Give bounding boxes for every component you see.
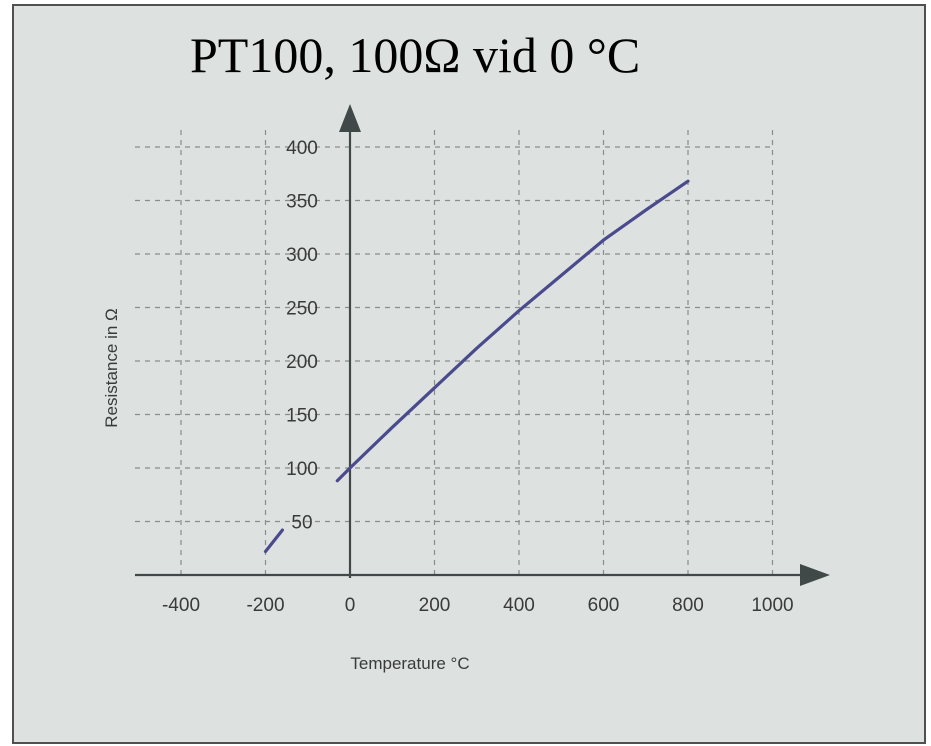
x-tick-label: 200 [419,595,451,616]
y-tick-label: 400 [286,138,318,159]
y-tick-label: 100 [286,459,318,480]
x-tick-label: 600 [588,595,620,616]
series-line [263,528,284,554]
series-line [335,179,690,483]
x-axis-label: Temperature °C [350,654,469,673]
axes [135,104,830,586]
y-tick-label: 200 [286,352,318,373]
data-lines [263,179,690,554]
x-tick-label: 1000 [751,595,793,616]
y-tick-label: 350 [286,192,318,213]
x-tick-label: 400 [503,595,535,616]
x-tick-label: -200 [246,595,284,616]
y-axis-arrow [339,104,361,132]
y-tick-label: 50 [291,513,312,534]
y-axis-label: Resistance in Ω [102,308,121,427]
y-tick-label: 150 [286,406,318,427]
chart-title: PT100, 100Ω vid 0 °C [190,27,641,83]
x-tick-label: 800 [672,595,704,616]
grid [135,130,774,575]
y-tick-label: 300 [286,245,318,266]
y-tick-label: 250 [286,299,318,320]
x-axis-arrow [800,564,830,586]
x-tick-label: 0 [345,595,356,616]
tick-labels: -400 -200 0 200 400 600 800 1000 50 100 150 200 250 3… [162,138,794,616]
x-tick-label: -400 [162,595,200,616]
chart-frame [12,4,926,744]
